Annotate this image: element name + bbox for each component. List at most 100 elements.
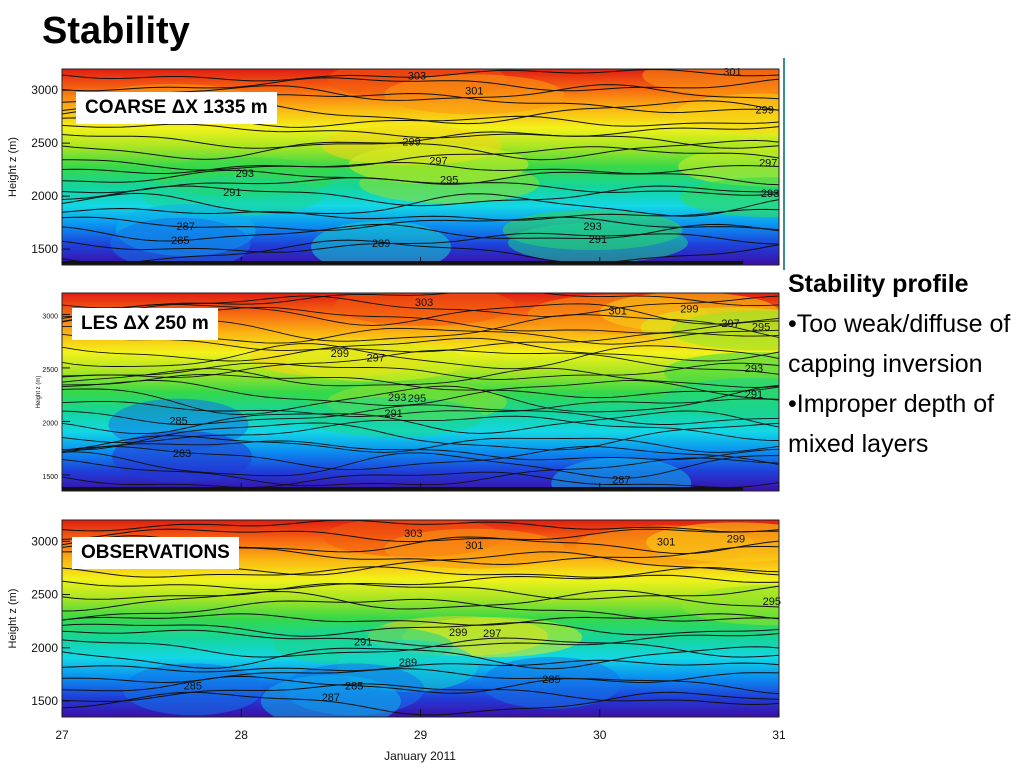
x-tick-label: 27 xyxy=(55,728,69,742)
panel-label-observations: OBSERVATIONS xyxy=(72,537,239,569)
contour-label: 295 xyxy=(752,321,770,333)
contour-label: 293 xyxy=(236,168,254,180)
contour-label: 299 xyxy=(755,104,773,116)
isentrope-line xyxy=(62,659,779,673)
contour-label: 297 xyxy=(759,157,777,169)
isentrope-line xyxy=(62,598,779,622)
contour-label: 297 xyxy=(483,628,501,640)
theta-pocket xyxy=(384,74,565,115)
contour-label: 301 xyxy=(657,537,675,549)
isentrope-line xyxy=(62,675,779,695)
isentrope-line xyxy=(62,367,779,388)
contour-label: 297 xyxy=(429,155,447,167)
isentrope-line xyxy=(62,613,779,626)
divider-line xyxy=(783,58,785,270)
y-tick-label: 3000 xyxy=(31,83,58,97)
bullet-mixed-layers: •Improper depth of mixed layers xyxy=(788,390,995,458)
contour-label: 299 xyxy=(680,303,698,315)
contour-label: 285 xyxy=(345,680,363,692)
isentrope-line xyxy=(62,349,779,378)
isentrope-line xyxy=(62,410,779,435)
contour-label: 285 xyxy=(171,235,189,247)
contour-label: 299 xyxy=(727,533,745,545)
theta-pocket xyxy=(551,457,692,491)
slide-title: Stability xyxy=(42,10,190,52)
y-tick-label: 2500 xyxy=(42,367,58,374)
contour-label: 301 xyxy=(723,66,741,78)
contour-label: 285 xyxy=(184,680,202,692)
x-axis-label: January 2011 xyxy=(384,749,456,763)
isentrope-line xyxy=(62,583,779,600)
isentrope-line xyxy=(62,303,779,326)
field-1 xyxy=(62,293,779,491)
y-tick-label: 2000 xyxy=(31,189,58,203)
theta-pocket xyxy=(671,310,779,351)
x-tick-label: 29 xyxy=(414,728,428,742)
contour-label: 285 xyxy=(169,416,187,428)
isentrope-line xyxy=(62,380,779,406)
bullet-weak-inversion: •Too weak/diffuse of capping inversion xyxy=(788,310,1011,378)
y-axis-label: Height z (m) xyxy=(7,589,19,649)
contour-label: 301 xyxy=(608,305,626,317)
contour-label: 291 xyxy=(223,187,241,199)
stability-notes: Stability profile •Too weak/diffuse of c… xyxy=(788,264,1020,464)
isentrope-line xyxy=(62,131,779,149)
theta-pocket xyxy=(260,675,401,717)
isentrope-line xyxy=(62,343,779,370)
isentrope-line xyxy=(62,223,779,242)
theta-pocket xyxy=(334,293,515,326)
panel-coarse: 3033013013012992992972972952932932932912… xyxy=(7,66,780,266)
contour-label: 287 xyxy=(612,475,630,487)
isentrope-line xyxy=(62,374,779,399)
isentrope-line xyxy=(62,239,779,264)
isentrope-line xyxy=(62,422,779,451)
isentrope-line xyxy=(62,362,779,380)
isentrope-line xyxy=(62,435,779,453)
contour-label: 285 xyxy=(542,674,560,686)
isentrope-line xyxy=(62,139,779,161)
isentrope-line xyxy=(62,683,779,706)
isentrope-line xyxy=(62,398,779,417)
contour-label: 301 xyxy=(465,540,483,552)
isentrope-line xyxy=(62,385,779,416)
contour-label: 291 xyxy=(354,637,372,649)
contour-label: 287 xyxy=(177,221,195,233)
contour-label: 295 xyxy=(440,174,458,186)
panel-label-les: LES ΔX 250 m xyxy=(72,308,218,340)
isentrope-line xyxy=(62,471,779,488)
isentrope-line xyxy=(62,404,779,425)
contour-label: 295 xyxy=(763,596,781,608)
isentrope-line xyxy=(62,207,779,221)
contour-label: 301 xyxy=(465,85,483,97)
x-tick-label: 31 xyxy=(772,728,786,742)
isentrope-line xyxy=(62,232,779,253)
isentrope-line xyxy=(62,177,779,196)
isentrope-line xyxy=(62,77,779,92)
isentrope-line xyxy=(62,146,779,171)
contour-label: 293 xyxy=(583,221,601,233)
y-tick-label: 3000 xyxy=(31,534,58,548)
theta-pocket xyxy=(384,528,565,569)
contour-label: 283 xyxy=(173,448,191,460)
y-tick-label: 1500 xyxy=(31,242,58,256)
notes-heading: Stability profile xyxy=(788,270,969,298)
panel-observations: 303 301 301 299 295 299 297 291 289 285 285 285 287 1… xyxy=(7,519,781,718)
surface-band xyxy=(62,487,744,491)
contour-label: 293 xyxy=(745,363,763,375)
y-axis-label: Height z (m) xyxy=(36,376,42,409)
theta-pocket xyxy=(678,146,779,187)
y-tick-label: 1500 xyxy=(31,694,58,708)
contour-label: 299 xyxy=(331,348,349,360)
theta-pocket xyxy=(680,177,779,218)
isentrope-line xyxy=(62,589,779,612)
contour-label: 303 xyxy=(408,71,426,83)
contour-label: 291 xyxy=(384,408,402,420)
contour-label: 303 xyxy=(415,297,433,309)
isentrope-line xyxy=(62,337,779,362)
isentrope-line xyxy=(62,528,779,543)
x-tick-label: 28 xyxy=(235,728,249,742)
theta-pocket xyxy=(481,656,622,709)
y-tick-label: 2000 xyxy=(31,641,58,655)
isentrope-line xyxy=(62,446,779,471)
